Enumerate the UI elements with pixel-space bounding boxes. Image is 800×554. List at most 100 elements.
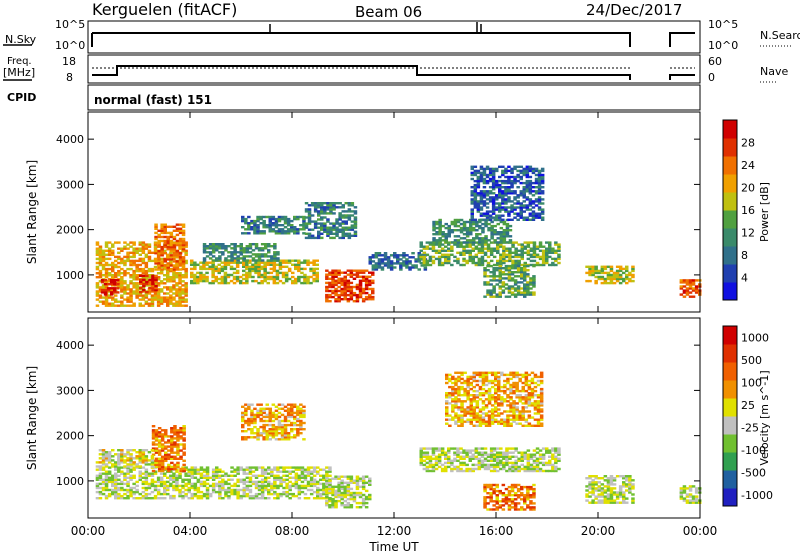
- velocity-cell: [215, 474, 219, 477]
- power-cell: [489, 251, 494, 254]
- velocity-cell: [196, 470, 201, 473]
- power-cell: [474, 247, 479, 250]
- power-cell: [513, 212, 517, 215]
- power-cell: [98, 276, 103, 279]
- velocity-cell: [256, 428, 260, 431]
- power-cell: [169, 300, 173, 303]
- power-cell: [361, 279, 366, 282]
- velocity-cell: [312, 480, 317, 484]
- power-cell: [175, 300, 179, 303]
- power-cell: [337, 298, 341, 301]
- velocity-cell: [199, 494, 204, 498]
- power-cell: [109, 283, 114, 286]
- velocity-cell: [233, 482, 237, 486]
- power-cell: [600, 271, 605, 275]
- power-cell: [531, 218, 536, 221]
- velocity-cell: [483, 465, 488, 469]
- power-cell: [138, 304, 142, 307]
- power-cell: [523, 245, 527, 248]
- power-cell: [557, 243, 561, 246]
- power-cell: [444, 235, 448, 238]
- power-cell: [522, 218, 526, 221]
- velocity-cell: [182, 453, 186, 456]
- power-cell: [450, 222, 455, 226]
- power-cell: [501, 171, 505, 175]
- power-cell: [557, 247, 561, 250]
- power-cell: [153, 290, 158, 293]
- velocity-cell: [141, 461, 146, 464]
- power-cell: [317, 226, 321, 229]
- power-cell: [507, 200, 511, 203]
- power-cell: [486, 281, 490, 284]
- velocity-cell: [538, 469, 543, 473]
- power-cell: [625, 281, 629, 285]
- velocity-cell: [282, 478, 286, 481]
- velocity-cell: [343, 504, 347, 507]
- power-cell: [510, 192, 514, 195]
- power-cell: [111, 245, 115, 248]
- power-cell: [507, 212, 511, 215]
- velocity-cell: [227, 474, 231, 477]
- power-cell: [480, 263, 485, 267]
- velocity-cell: [141, 451, 146, 454]
- power-cell: [380, 262, 385, 265]
- power-cell: [251, 243, 256, 246]
- velocity-cell: [511, 461, 515, 465]
- velocity-cell: [205, 478, 210, 481]
- velocity-cell: [187, 488, 191, 492]
- power-cell: [260, 273, 264, 277]
- power-cell: [101, 302, 106, 305]
- power-cell: [513, 295, 518, 298]
- velocity-cell: [499, 459, 503, 462]
- velocity-cell: [267, 490, 271, 494]
- power-cell: [501, 277, 506, 280]
- power-cell: [114, 274, 118, 277]
- power-cell: [313, 206, 318, 209]
- velocity-cell: [477, 461, 482, 465]
- power-cell: [502, 255, 506, 259]
- velocity-cell: [233, 468, 237, 471]
- power-cell: [211, 271, 215, 275]
- velocity-cell: [541, 461, 546, 465]
- velocity-cell: [120, 486, 124, 490]
- power-cell: [422, 259, 427, 263]
- power-cell: [284, 265, 289, 268]
- velocity-cell: [309, 482, 314, 486]
- power-cell: [517, 253, 521, 256]
- power-cell: [364, 275, 369, 278]
- power-cell: [116, 283, 120, 286]
- power-cell: [141, 249, 146, 252]
- power-cell: [211, 267, 215, 271]
- power-cell: [531, 200, 536, 203]
- power-cell: [205, 251, 210, 254]
- power-cell: [523, 247, 527, 250]
- power-cell: [313, 220, 318, 223]
- velocity-cell: [101, 492, 106, 496]
- velocity-cell: [334, 501, 338, 505]
- power-cell: [557, 253, 561, 256]
- power-cell: [428, 259, 433, 263]
- velocity-cell: [236, 466, 240, 469]
- velocity-cell: [247, 407, 251, 410]
- power-cell: [277, 230, 282, 233]
- power-cell: [267, 245, 271, 248]
- power-cell: [154, 258, 158, 261]
- power-cell: [516, 275, 521, 278]
- velocity-cell: [154, 449, 159, 452]
- power-cell: [431, 249, 436, 252]
- velocity-cell: [154, 431, 159, 434]
- velocity-cell: [95, 490, 100, 494]
- velocity-cell: [514, 465, 518, 469]
- velocity-cell: [175, 474, 179, 477]
- velocity-cell: [182, 427, 186, 430]
- power-cell: [540, 190, 545, 193]
- power-cell: [477, 261, 482, 265]
- power-cell: [353, 210, 358, 213]
- velocity-cell: [349, 479, 354, 482]
- velocity-cell: [508, 455, 512, 458]
- velocity-cell: [215, 468, 219, 471]
- power-cell: [302, 224, 306, 227]
- power-cell: [196, 275, 200, 279]
- power-cell: [313, 210, 318, 213]
- power-cell: [98, 255, 103, 259]
